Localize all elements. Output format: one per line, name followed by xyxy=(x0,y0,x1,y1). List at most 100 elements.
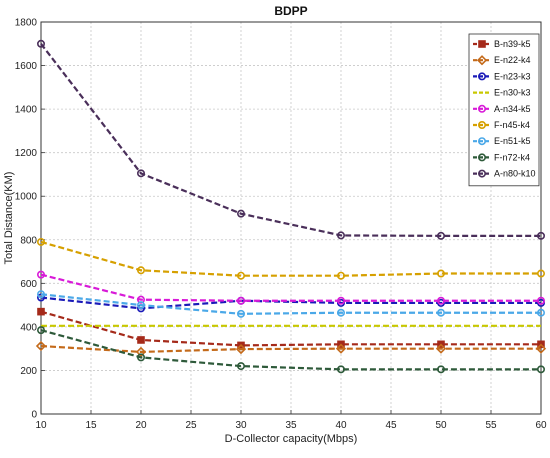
data-point-E-n51-k5 xyxy=(436,308,445,317)
data-point-E-n51-k5 xyxy=(536,308,545,317)
y-tick-label: 1200 xyxy=(15,148,38,159)
data-point-E-n22-k4 xyxy=(535,343,547,354)
data-point-F-n72-k4 xyxy=(36,326,45,335)
series-line-F-n45-k4 xyxy=(40,240,541,277)
series-line-A-n80-k10 xyxy=(40,43,541,237)
data-point-legend xyxy=(477,153,486,162)
data-point-F-n45-k4 xyxy=(536,269,545,278)
x-tick-label: 55 xyxy=(485,420,497,431)
legend-label: A-n80-k10 xyxy=(494,169,536,179)
series-E-n22-k4 xyxy=(35,340,547,358)
x-tick-label: 40 xyxy=(335,420,347,431)
data-point-F-n45-k4 xyxy=(137,266,146,275)
series-A-n34-k5 xyxy=(36,270,545,305)
data-point-A-n80-k10 xyxy=(536,231,545,240)
data-point-legend xyxy=(477,104,486,113)
data-point-F-n45-k4 xyxy=(436,269,445,278)
x-tick-label: 10 xyxy=(35,420,47,431)
data-point-legend xyxy=(477,72,486,81)
data-point-F-n45-k4 xyxy=(36,237,45,246)
data-point-A-n34-k5 xyxy=(536,296,545,305)
legend-entry: F-n72-k4 xyxy=(473,152,530,162)
data-point-A-n80-k10 xyxy=(336,231,345,240)
data-point-A-n80-k10 xyxy=(237,209,246,218)
legend-label: E-n23-k3 xyxy=(494,71,531,81)
data-point-A-n80-k10 xyxy=(36,39,45,48)
data-point-F-n72-k4 xyxy=(436,365,445,374)
series-line-E-n23-k3 xyxy=(40,296,541,310)
data-point-F-n45-k4 xyxy=(237,271,246,280)
legend-entry: F-n45-k4 xyxy=(473,120,530,130)
series-A-n80-k10 xyxy=(36,39,545,240)
data-point-E-n51-k5 xyxy=(336,308,345,317)
data-point-F-n72-k4 xyxy=(336,365,345,374)
x-tick-label: 45 xyxy=(385,420,397,431)
legend-label: E-n51-k5 xyxy=(494,136,531,146)
legend-label: E-n30-k3 xyxy=(494,88,531,98)
x-tick-label: 20 xyxy=(135,420,147,431)
y-tick-label: 1800 xyxy=(15,18,38,29)
data-point-F-n72-k4 xyxy=(536,365,545,374)
y-tick-label: 1600 xyxy=(15,61,38,72)
data-point-E-n22-k4 xyxy=(135,346,147,358)
data-point-A-n34-k5 xyxy=(336,296,345,305)
legend-entry: B-n39-k5 xyxy=(473,39,531,49)
legend-entry: E-n23-k3 xyxy=(473,71,531,81)
series-line-A-n34-k5 xyxy=(40,273,541,302)
y-tick-label: 600 xyxy=(20,279,37,290)
x-tick-label: 30 xyxy=(235,420,247,431)
x-axis-ticks: 10 15 20 25 30 35 40 45 50 55 60 xyxy=(35,410,547,431)
legend-label: F-n45-k4 xyxy=(494,120,530,130)
x-tick-label: 50 xyxy=(435,420,447,431)
legend-entry: A-n34-k5 xyxy=(473,104,531,114)
data-point-A-n34-k5 xyxy=(436,296,445,305)
legend-entry: E-n30-k3 xyxy=(473,88,531,98)
series-E-n51-k5 xyxy=(36,290,545,318)
legend-label: F-n72-k4 xyxy=(494,152,530,162)
data-point-legend xyxy=(477,121,486,130)
data-point-legend xyxy=(477,169,486,178)
data-point-E-n51-k5 xyxy=(237,309,246,318)
data-point-legend xyxy=(478,40,486,48)
legend-label: B-n39-k5 xyxy=(494,39,531,49)
series-F-n45-k4 xyxy=(36,237,545,280)
data-point-B-n39-k5 xyxy=(37,307,45,316)
data-point-legend xyxy=(477,137,486,146)
series-layer xyxy=(35,39,547,374)
x-tick-label: 25 xyxy=(185,420,197,431)
legend-label: A-n34-k5 xyxy=(494,104,531,114)
y-axis-label: Total Distance(KM) xyxy=(3,172,15,265)
legend-label: E-n22-k4 xyxy=(494,55,531,65)
y-tick-label: 0 xyxy=(31,410,37,421)
data-point-A-n34-k5 xyxy=(137,295,146,304)
x-tick-label: 15 xyxy=(85,420,97,431)
legend-entry: E-n22-k4 xyxy=(473,55,531,66)
legend-entry: A-n80-k10 xyxy=(473,169,536,179)
y-tick-label: 800 xyxy=(20,235,37,246)
data-point-A-n80-k10 xyxy=(436,231,445,240)
legend-entry: E-n51-k5 xyxy=(473,136,531,146)
y-tick-label: 200 xyxy=(20,366,37,377)
data-point-E-n51-k5 xyxy=(137,301,146,310)
y-tick-label: 1000 xyxy=(15,192,38,203)
series-line-E-n22-k4 xyxy=(40,344,541,354)
series-F-n72-k4 xyxy=(36,326,545,374)
y-tick-label: 1400 xyxy=(15,105,38,116)
data-point-F-n72-k4 xyxy=(237,362,246,371)
x-axis-label: D-Collector capacity(Mbps) xyxy=(225,433,358,445)
data-point-E-n22-k4 xyxy=(35,340,47,352)
series-line-F-n72-k4 xyxy=(40,329,541,371)
data-point-legend xyxy=(476,55,488,66)
data-point-A-n34-k5 xyxy=(237,296,246,305)
data-point-A-n34-k5 xyxy=(36,270,45,279)
x-tick-label: 35 xyxy=(285,420,297,431)
data-point-B-n39-k5 xyxy=(137,336,145,344)
data-point-F-n45-k4 xyxy=(336,271,345,280)
y-axis-ticks: 0 200 400 600 800 1000 1200 1400 1600 1800 xyxy=(15,18,45,421)
data-point-E-n22-k4 xyxy=(435,343,447,354)
data-point-A-n80-k10 xyxy=(137,169,146,178)
series-line-E-n51-k5 xyxy=(40,293,541,315)
x-tick-label: 60 xyxy=(535,420,547,431)
